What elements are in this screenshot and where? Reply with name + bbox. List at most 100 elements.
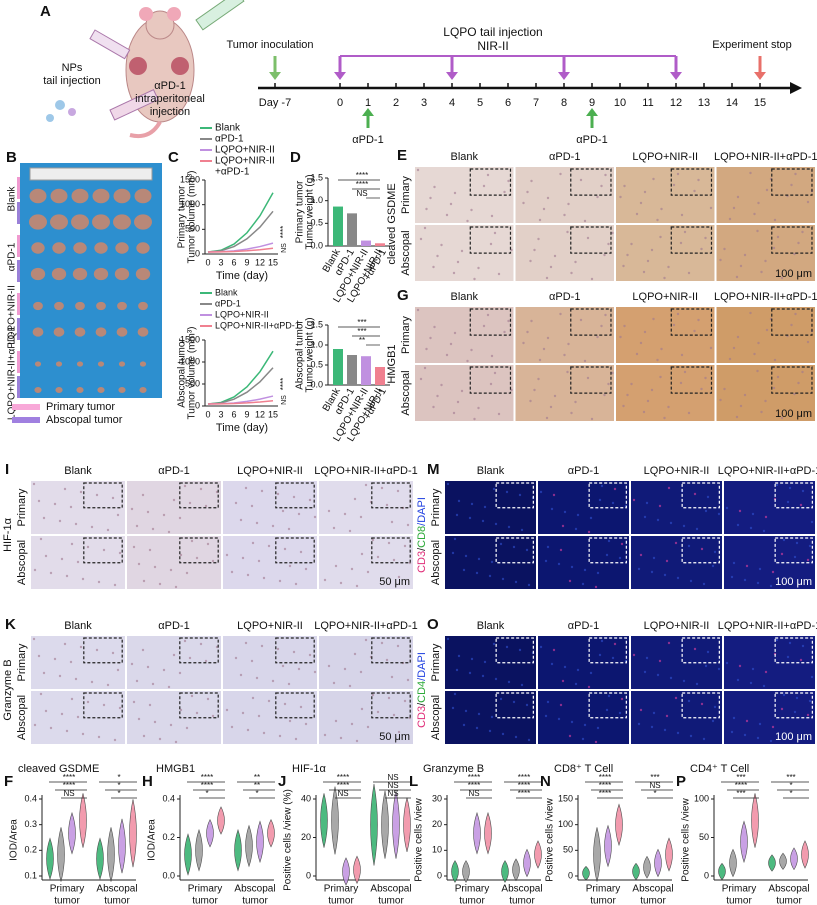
y-tick-label: 500: [185, 224, 200, 234]
growth-curve: [207, 247, 274, 253]
y-axis-label: Positive cells /view (%): [283, 789, 294, 891]
texture: [195, 556, 199, 560]
texture: [529, 259, 532, 263]
texture: [283, 547, 287, 551]
day-label: 6: [505, 97, 511, 109]
texture: [507, 680, 511, 684]
texture: [695, 527, 699, 531]
texture: [313, 515, 317, 519]
texture: [568, 579, 572, 583]
significance: ****: [279, 226, 288, 238]
texture: [806, 340, 810, 344]
texture: [771, 570, 775, 574]
texture: [762, 684, 766, 688]
texture: [455, 668, 459, 672]
group-label: tumor: [726, 896, 752, 905]
texture: [503, 190, 506, 194]
zoom-inset: [83, 537, 123, 564]
micrograph: [616, 225, 715, 281]
texture: [460, 249, 464, 253]
zoom-inset: [681, 637, 720, 664]
row-label: Abscopal: [16, 540, 28, 585]
texture: [141, 493, 145, 497]
texture: [304, 722, 308, 726]
texture: [663, 276, 666, 280]
texture: [618, 556, 622, 560]
texture: [488, 729, 492, 733]
scale-bar-label: 100 μm: [775, 408, 812, 420]
experiment-stop: Experiment stop: [712, 39, 791, 51]
y-axis-label: Tumor weight (g): [305, 317, 316, 392]
texture: [63, 487, 67, 491]
texture: [185, 571, 189, 575]
tumor: [95, 327, 107, 337]
texture: [353, 652, 357, 656]
texture: [169, 723, 173, 727]
texture: [583, 568, 587, 572]
texture: [81, 732, 85, 736]
texture: [111, 496, 115, 500]
bar: [361, 240, 371, 246]
y-tick-label: 1.5: [310, 319, 323, 329]
tumor: [134, 214, 152, 230]
texture: [611, 656, 615, 660]
texture: [589, 516, 593, 520]
texture: [396, 489, 400, 493]
texture: [244, 486, 248, 490]
texture: [687, 699, 691, 703]
texture: [230, 570, 234, 574]
texture: [810, 675, 814, 679]
group-label: Abscopal: [370, 884, 411, 895]
texture: [39, 692, 43, 696]
micrograph: [127, 636, 221, 689]
texture: [683, 230, 687, 234]
violin: [790, 847, 798, 871]
tumor: [71, 188, 89, 204]
texture: [782, 538, 786, 542]
texture: [704, 664, 708, 668]
group-label: tumor: [640, 896, 666, 905]
violin: [501, 860, 509, 883]
row-bar: [17, 351, 20, 373]
y-tick-label: 100: [558, 819, 573, 829]
micrograph: [515, 307, 614, 363]
tumor: [114, 267, 130, 281]
chart-title: HIF-1α: [292, 763, 327, 775]
texture: [626, 393, 629, 397]
texture: [250, 659, 254, 663]
texture: [353, 497, 357, 501]
micrograph: [724, 691, 815, 744]
texture: [475, 726, 479, 730]
texture: [449, 342, 453, 346]
texture: [106, 683, 110, 687]
texture: [574, 682, 578, 686]
texture: [499, 697, 503, 701]
y-tick-label: 0.3: [24, 819, 37, 829]
texture: [604, 173, 607, 177]
significance: NS: [649, 781, 660, 790]
texture: [74, 677, 78, 681]
micrograph: [445, 481, 536, 534]
texture: [69, 505, 73, 509]
group-label: Primary: [188, 884, 222, 895]
growth-curve: [207, 399, 274, 405]
texture: [788, 641, 792, 645]
texture: [533, 248, 536, 252]
texture: [162, 668, 166, 672]
violin: [234, 828, 242, 872]
texture: [416, 308, 420, 312]
texture: [545, 276, 549, 280]
violin: [267, 818, 275, 848]
texture: [392, 713, 396, 717]
texture: [76, 715, 80, 719]
texture: [262, 731, 266, 735]
tumor-photo: [20, 163, 162, 398]
texture: [765, 328, 769, 332]
texture: [343, 667, 347, 671]
texture: [730, 730, 734, 734]
texture: [635, 352, 639, 356]
violin: [654, 848, 662, 878]
x-tick-label: 9: [244, 409, 249, 419]
day-label: 0: [337, 97, 343, 109]
zoom-inset: [179, 482, 219, 509]
